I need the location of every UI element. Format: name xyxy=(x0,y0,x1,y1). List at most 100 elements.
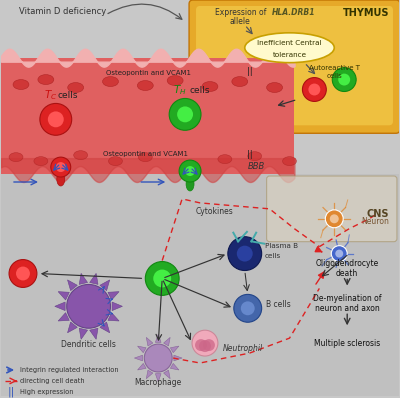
Circle shape xyxy=(16,267,30,281)
Text: $T_H$: $T_H$ xyxy=(173,84,187,98)
Ellipse shape xyxy=(282,157,296,166)
Text: ||: || xyxy=(8,386,15,397)
Text: Integrin regulated interaction: Integrin regulated interaction xyxy=(20,367,119,373)
FancyBboxPatch shape xyxy=(189,0,400,133)
Ellipse shape xyxy=(68,82,84,92)
Ellipse shape xyxy=(138,153,152,162)
Ellipse shape xyxy=(38,74,54,84)
Text: Plasma B: Plasma B xyxy=(265,243,298,249)
Text: cells: cells xyxy=(265,253,281,259)
Text: Dendritic cells: Dendritic cells xyxy=(61,339,116,349)
Ellipse shape xyxy=(102,76,118,86)
Text: BBB: BBB xyxy=(248,162,265,171)
Text: THYMUS: THYMUS xyxy=(342,8,389,18)
Circle shape xyxy=(338,74,350,86)
Circle shape xyxy=(199,340,211,352)
Circle shape xyxy=(56,162,66,172)
Text: Macrophage: Macrophage xyxy=(135,378,182,387)
Text: HLA.DRB1: HLA.DRB1 xyxy=(272,8,315,18)
Circle shape xyxy=(48,111,64,127)
Text: Neutrophil: Neutrophil xyxy=(223,343,263,353)
Polygon shape xyxy=(134,355,142,361)
Circle shape xyxy=(234,295,262,322)
Circle shape xyxy=(169,98,201,130)
FancyBboxPatch shape xyxy=(196,6,393,125)
Ellipse shape xyxy=(9,153,23,162)
Circle shape xyxy=(153,269,171,287)
Polygon shape xyxy=(155,374,161,382)
Bar xyxy=(1,58,294,174)
Text: Autoreactive T: Autoreactive T xyxy=(309,64,360,70)
Polygon shape xyxy=(108,292,119,300)
Circle shape xyxy=(177,106,193,122)
Text: CNS: CNS xyxy=(366,209,389,219)
Polygon shape xyxy=(174,355,182,361)
Text: Inefficient Central: Inefficient Central xyxy=(257,40,322,46)
Text: B cells: B cells xyxy=(266,300,290,309)
Text: allele: allele xyxy=(230,18,250,26)
Polygon shape xyxy=(79,328,88,339)
Text: cells: cells xyxy=(189,86,210,95)
Polygon shape xyxy=(68,280,77,291)
Circle shape xyxy=(325,210,343,228)
Circle shape xyxy=(237,246,253,261)
Circle shape xyxy=(331,246,347,261)
Ellipse shape xyxy=(245,33,334,62)
Text: cells: cells xyxy=(58,91,78,100)
Polygon shape xyxy=(146,370,153,379)
Ellipse shape xyxy=(167,76,183,86)
Ellipse shape xyxy=(74,151,88,160)
Polygon shape xyxy=(58,292,69,300)
Text: High expression: High expression xyxy=(20,389,74,395)
Text: Osteopontin and VCAM1: Osteopontin and VCAM1 xyxy=(103,151,188,157)
Text: Vitamin D deficiency: Vitamin D deficiency xyxy=(19,8,106,16)
Text: $T_C$: $T_C$ xyxy=(44,89,57,102)
FancyBboxPatch shape xyxy=(267,176,397,242)
Polygon shape xyxy=(68,322,77,333)
Ellipse shape xyxy=(232,76,248,86)
Circle shape xyxy=(335,250,343,258)
Ellipse shape xyxy=(248,152,262,161)
Polygon shape xyxy=(90,328,98,339)
Text: ||: || xyxy=(247,150,252,159)
Ellipse shape xyxy=(137,80,153,90)
Circle shape xyxy=(9,259,37,287)
Circle shape xyxy=(302,78,326,101)
Polygon shape xyxy=(79,273,88,285)
Polygon shape xyxy=(146,338,153,346)
Polygon shape xyxy=(108,313,119,321)
Text: Cytokines: Cytokines xyxy=(196,207,234,217)
Text: Osteopontin and VCAM1: Osteopontin and VCAM1 xyxy=(106,70,191,76)
Circle shape xyxy=(241,301,255,315)
Text: ||: || xyxy=(247,67,252,76)
Polygon shape xyxy=(100,280,110,291)
Circle shape xyxy=(192,330,218,356)
Circle shape xyxy=(330,215,339,223)
Circle shape xyxy=(67,285,110,328)
Text: De-myelination of
neuron and axon: De-myelination of neuron and axon xyxy=(313,294,382,313)
Circle shape xyxy=(51,157,71,177)
Polygon shape xyxy=(164,370,170,379)
Circle shape xyxy=(332,68,356,92)
Circle shape xyxy=(185,166,195,176)
Polygon shape xyxy=(155,334,161,342)
Polygon shape xyxy=(90,273,98,285)
Ellipse shape xyxy=(186,177,194,191)
Text: cells: cells xyxy=(326,72,342,78)
Circle shape xyxy=(179,160,201,182)
Ellipse shape xyxy=(57,172,65,186)
Bar xyxy=(1,174,399,396)
Polygon shape xyxy=(170,346,179,353)
Ellipse shape xyxy=(267,82,282,92)
Polygon shape xyxy=(100,322,110,333)
Circle shape xyxy=(228,237,262,271)
Ellipse shape xyxy=(34,157,48,166)
Ellipse shape xyxy=(13,80,29,90)
Ellipse shape xyxy=(218,155,232,164)
Text: Neuron: Neuron xyxy=(361,217,389,226)
Polygon shape xyxy=(164,338,170,346)
Circle shape xyxy=(144,344,172,372)
Circle shape xyxy=(203,339,215,351)
Text: Expression of: Expression of xyxy=(215,8,269,18)
Ellipse shape xyxy=(108,157,122,166)
